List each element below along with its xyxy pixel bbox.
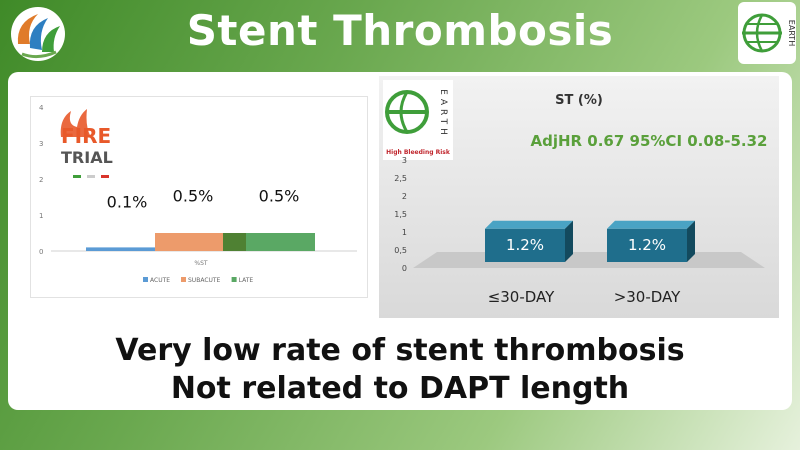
data-label: 1.2% — [628, 236, 666, 254]
fire-trial-chart: FIRE TRIAL 4 3 2 1 0 0.1% 0.5% 0.5% %ST ACUTE S… — [30, 96, 368, 298]
y-tick-label: 0 — [39, 248, 43, 256]
legend-swatch — [143, 277, 148, 282]
x-category-label: >30-DAY — [614, 288, 681, 306]
page-title: Stent Thrombosis — [186, 6, 614, 55]
hbr-caption: High Bleeding Risk — [386, 149, 451, 156]
data-label: 0.1% — [107, 192, 148, 211]
legend-entry: ACUTE — [150, 277, 170, 284]
bar — [607, 228, 687, 262]
bar-side-face — [687, 220, 695, 262]
hazard-ratio-annotation: AdjHR 0.67 95%CI 0.08-5.32 — [530, 132, 767, 150]
bar-top-face — [607, 220, 695, 229]
bar — [485, 228, 565, 262]
y-tick-label: 1 — [402, 228, 407, 237]
chart-title: ST (%) — [555, 93, 603, 108]
y-tick-label: 2,5 — [394, 174, 407, 183]
x-category-label: %ST — [194, 260, 208, 267]
earth-logo-text: EARTH — [787, 20, 796, 46]
bar-side-face — [565, 220, 573, 262]
data-label: 1.2% — [506, 236, 544, 254]
conclusion-line-1: Very low rate of stent thrombosis — [115, 333, 685, 368]
y-tick-label: 0 — [402, 264, 407, 273]
conclusion-line-2: Not related to DAPT length — [170, 371, 630, 406]
fire-trial-badge: FIRE TRIAL — [60, 109, 113, 178]
y-tick-label: 0,5 — [394, 246, 407, 255]
y-tick-label: 2 — [402, 192, 407, 201]
earth-chart: EARTH High Bleeding Risk ST (%) AdjHR 0.… — [379, 76, 779, 318]
legend-entry: SUBACUTE — [188, 277, 221, 284]
chart-floor — [413, 252, 765, 268]
y-tick-label: 1,5 — [394, 210, 407, 219]
fire-label: FIRE — [61, 124, 111, 148]
x-category-label: ≤30-DAY — [488, 288, 555, 306]
earth-chart-logo-text: EARTH — [438, 89, 448, 139]
flame-icon — [60, 109, 91, 137]
trial-label: TRIAL — [61, 148, 113, 167]
earth-logo-icon: EARTH — [738, 2, 796, 64]
legend-entry: LATE — [239, 277, 254, 284]
earth-hbr-logo: EARTH High Bleeding Risk — [383, 80, 453, 160]
y-tick-label: 4 — [39, 104, 44, 112]
bar-subacute — [155, 233, 223, 251]
legend-swatch — [231, 277, 237, 282]
y-tick-label: 3 — [402, 156, 407, 165]
bar-overlap — [223, 233, 246, 251]
y-tick-label: 2 — [39, 176, 43, 184]
legend-swatch — [181, 277, 186, 282]
bar-top-face — [485, 220, 573, 229]
data-label: 0.5% — [173, 186, 214, 205]
y-tick-label: 1 — [39, 212, 43, 220]
y-tick-label: 3 — [39, 140, 43, 148]
data-label: 0.5% — [259, 186, 300, 205]
swirl-logo-icon — [11, 7, 65, 61]
